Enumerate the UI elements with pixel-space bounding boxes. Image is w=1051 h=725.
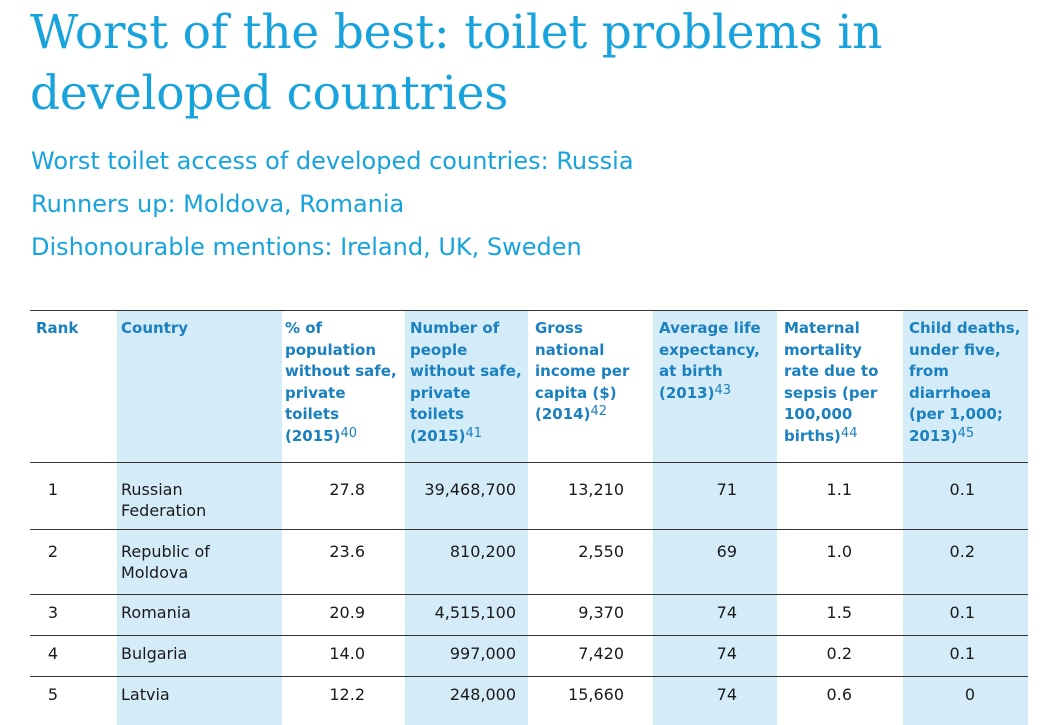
value-cell: 1.1 <box>826 480 852 499</box>
footnote-ref: 42 <box>590 404 608 419</box>
value-cell: 74 <box>716 644 737 663</box>
subtitle-block: Worst toilet access of developed countri… <box>31 140 1041 269</box>
subtitle-worst: Worst toilet access of developed countri… <box>31 147 634 175</box>
country-cell: Bulgaria <box>121 644 188 663</box>
value-cell: 0.1 <box>949 603 975 622</box>
value-cell: 0 <box>964 685 975 704</box>
row-divider <box>30 594 1028 595</box>
value-cell: 9,370 <box>578 603 624 622</box>
value-cell: 0.2 <box>949 542 975 561</box>
value-cell: 2,550 <box>578 542 624 561</box>
column-shade-country <box>117 310 282 725</box>
value-cell: 0.6 <box>826 685 852 704</box>
footnote-ref: 40 <box>340 425 358 441</box>
column-shade-number <box>405 310 528 725</box>
value-cell: 39,468,700 <box>424 480 516 499</box>
country-cell: Latvia <box>121 685 170 704</box>
country-cell: Republic of Moldova <box>121 542 210 582</box>
value-cell: 0.1 <box>949 480 975 499</box>
value-cell: 0.2 <box>826 644 852 663</box>
row-divider <box>30 529 1028 530</box>
footnote-ref: 41 <box>465 425 483 441</box>
country-cell: Romania <box>121 603 191 622</box>
value-cell: 14.0 <box>329 644 365 663</box>
table-top-rule <box>30 310 1028 311</box>
row-divider <box>30 676 1028 677</box>
rank-cell: 2 <box>47 542 59 561</box>
subtitle-mentions: Dishonourable mentions: Ireland, UK, Swe… <box>31 233 582 261</box>
header-percent-without-toilets: % of population without safe, private to… <box>285 319 397 445</box>
value-cell: 7,420 <box>578 644 624 663</box>
value-cell: 71 <box>716 480 737 499</box>
rank-cell: 3 <box>47 603 59 622</box>
header-life-expectancy: Average life expectancy, at birth (2013)… <box>659 319 761 402</box>
header-number-without-toilets: Number of people without safe, private t… <box>410 319 522 445</box>
subtitle-runners-up: Runners up: Moldova, Romania <box>31 190 405 218</box>
value-cell: 15,660 <box>568 685 624 704</box>
value-cell: 69 <box>716 542 737 561</box>
footnote-ref: 44 <box>840 425 858 441</box>
column-shade-child <box>903 310 1028 725</box>
value-cell: 20.9 <box>329 603 365 622</box>
page-title: Worst of the best: toilet problems in de… <box>30 5 883 121</box>
header-child-deaths: Child deaths, under five, from diarrhoea… <box>909 319 1021 445</box>
rank-cell: 1 <box>47 480 59 499</box>
footnote-ref: 43 <box>714 382 732 398</box>
value-cell: 0.1 <box>949 644 975 663</box>
row-divider <box>30 462 1028 463</box>
value-cell: 23.6 <box>329 542 365 561</box>
value-cell: 13,210 <box>568 480 624 499</box>
value-cell: 1.0 <box>826 542 852 561</box>
header-gni-per-capita: Gross national income per capita ($) (20… <box>535 319 630 423</box>
column-shade-life <box>653 310 777 725</box>
value-cell: 12.2 <box>329 685 365 704</box>
header-maternal-mortality: Maternal mortality rate due to sepsis (p… <box>784 319 879 445</box>
value-cell: 4,515,100 <box>434 603 516 622</box>
rank-cell: 5 <box>47 685 59 704</box>
sanitation-table: Rank Country % of population without safe,… <box>30 310 1028 725</box>
rank-cell: 4 <box>47 644 59 663</box>
value-cell: 1.5 <box>826 603 852 622</box>
row-divider <box>30 635 1028 636</box>
header-rank: Rank <box>36 319 79 337</box>
value-cell: 27.8 <box>329 480 365 499</box>
value-cell: 248,000 <box>449 685 516 704</box>
country-cell: Russian Federation <box>121 480 207 520</box>
header-country: Country <box>121 319 189 337</box>
value-cell: 997,000 <box>449 644 516 663</box>
value-cell: 74 <box>716 603 737 622</box>
value-cell: 74 <box>716 685 737 704</box>
value-cell: 810,200 <box>449 542 516 561</box>
footnote-ref: 45 <box>957 425 975 441</box>
